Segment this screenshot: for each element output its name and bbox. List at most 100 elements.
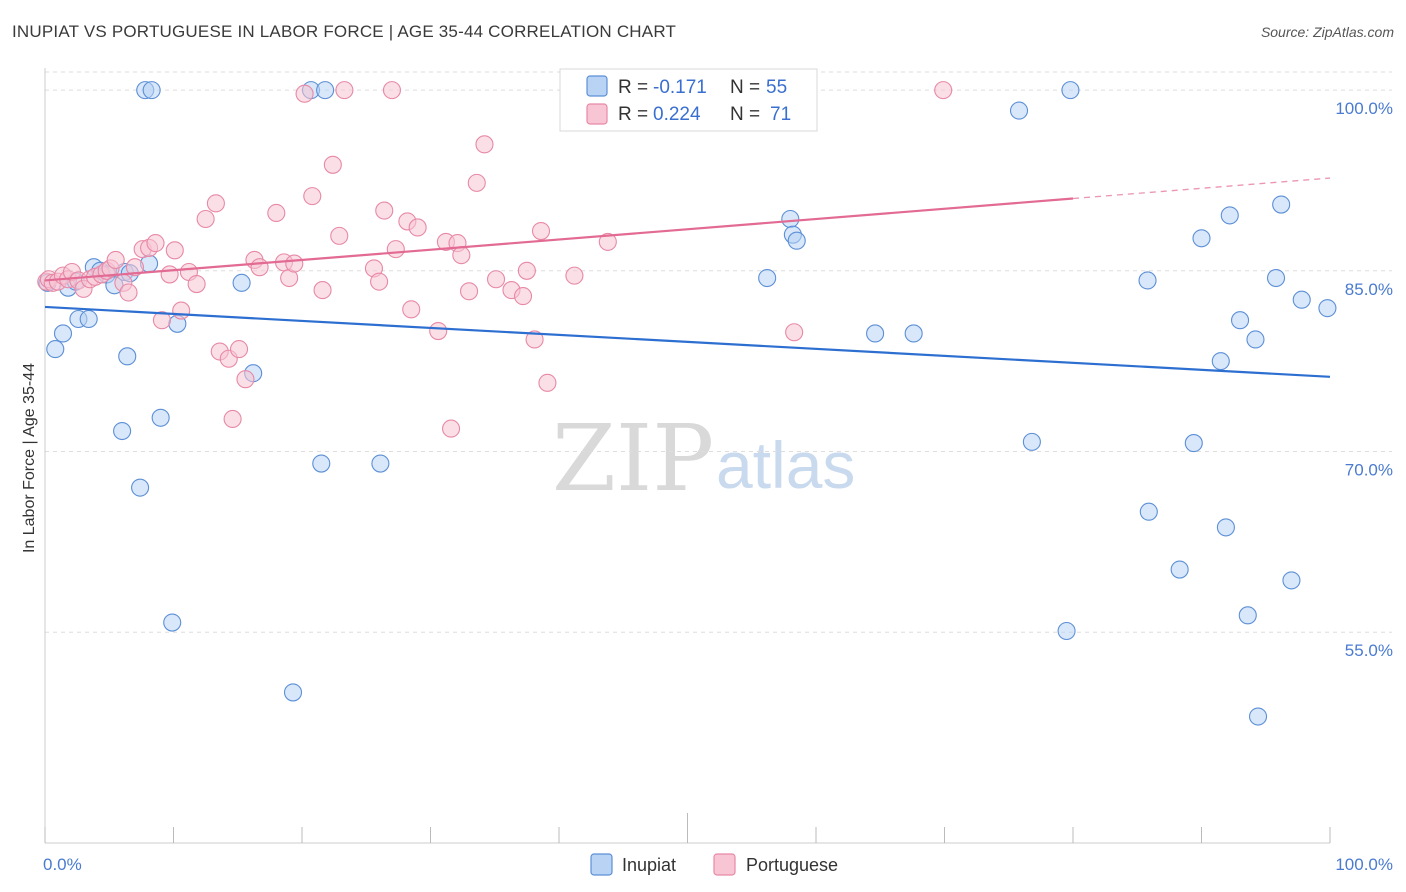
inupiat-point	[113, 421, 132, 441]
trend-layer	[44, 177, 1331, 378]
portuguese-point	[323, 155, 342, 174]
inupiat-point	[163, 613, 182, 632]
inupiat-point	[46, 340, 65, 359]
portuguese-point	[146, 234, 165, 253]
inupiat-point	[1138, 271, 1157, 290]
inupiat-point	[131, 478, 150, 497]
inupiat-point	[1318, 299, 1337, 318]
inupiat-point	[1248, 707, 1268, 726]
portuguese-n-value: 71	[770, 104, 791, 125]
y-tick-label: 55.0%	[1345, 641, 1393, 660]
portuguese-point	[386, 240, 405, 259]
portuguese-point	[370, 272, 389, 291]
point-layer	[37, 81, 1337, 726]
y-axis-title: In Labor Force | Age 35-44	[21, 363, 38, 553]
portuguese-point	[152, 311, 171, 330]
inupiat-point	[758, 268, 777, 288]
inupiat-n-label: N =	[730, 77, 760, 98]
y-tick-label: 70.0%	[1345, 461, 1393, 480]
portuguese-point	[402, 300, 421, 319]
inupiat-point	[1272, 195, 1291, 214]
inupiat-point	[1238, 606, 1257, 625]
inupiat-point	[316, 81, 335, 100]
inupiat-point	[1061, 81, 1080, 100]
portuguese-point	[172, 301, 191, 320]
inupiat-r-value: -0.171	[653, 77, 707, 98]
portuguese-point	[303, 187, 322, 206]
portuguese-point	[525, 330, 544, 349]
source-label: Source: ZipAtlas.com	[1260, 24, 1394, 40]
inupiat-point	[1292, 290, 1311, 309]
portuguese-r-label: R =	[618, 104, 648, 125]
inupiat-point	[1220, 206, 1239, 225]
portuguese-point	[486, 270, 506, 289]
portuguese-point	[223, 409, 242, 429]
portuguese-bottom-swatch	[713, 853, 736, 876]
series-legend: Inupiat Portuguese	[590, 853, 838, 876]
portuguese-point	[452, 246, 471, 265]
portuguese-point	[538, 373, 557, 392]
portuguese-bottom-label: Portuguese	[746, 855, 838, 875]
portuguese-point	[429, 321, 448, 341]
inupiat-point	[79, 309, 98, 329]
inupiat-point	[1216, 518, 1235, 537]
inupiat-point	[866, 324, 885, 343]
inupiat-point	[1009, 101, 1029, 120]
portuguese-point	[106, 250, 125, 270]
inupiat-point	[787, 231, 806, 250]
portuguese-point	[313, 281, 332, 300]
portuguese-point	[335, 81, 354, 100]
inupiat-point	[142, 81, 161, 100]
portuguese-point	[442, 419, 461, 438]
inupiat-point	[1184, 434, 1203, 453]
portuguese-legend-swatch	[586, 103, 608, 125]
inupiat-point	[151, 408, 170, 427]
inupiat-bottom-swatch	[590, 853, 613, 876]
portuguese-point	[513, 287, 533, 306]
portuguese-point	[229, 340, 249, 359]
inupiat-point	[1282, 571, 1301, 590]
inupiat-point	[904, 324, 923, 343]
inupiat-trend-line	[44, 305, 1331, 378]
axis-layer: 100.0% 85.0% 70.0% 55.0% 0.0% 100.0%	[43, 68, 1393, 874]
watermark-zip: ZIP	[552, 405, 714, 512]
stats-legend: R = -0.171 N = 55 R = 0.224 N = 71	[559, 68, 818, 132]
portuguese-n-label: N =	[730, 104, 760, 125]
inupiat-point	[1192, 229, 1211, 248]
watermark-atlas: atlas	[716, 428, 855, 502]
portuguese-point	[934, 81, 953, 100]
inupiat-r-label: R =	[618, 77, 648, 98]
portuguese-point	[598, 232, 617, 251]
inupiat-point	[1139, 502, 1158, 521]
inupiat-n-value: 55	[766, 77, 787, 98]
x-tick-label: 100.0%	[1335, 855, 1393, 874]
portuguese-point	[382, 81, 402, 100]
inupiat-point	[1170, 560, 1189, 579]
inupiat-point	[371, 454, 390, 473]
portuguese-point	[330, 226, 349, 245]
portuguese-point	[250, 258, 269, 277]
portuguese-point	[285, 254, 304, 273]
portuguese-point	[785, 323, 804, 342]
portuguese-point	[206, 194, 225, 213]
portuguese-point	[295, 84, 314, 103]
inupiat-point	[1211, 352, 1230, 371]
inupiat-point	[53, 324, 73, 343]
portuguese-r-value: 0.224	[653, 104, 701, 125]
portuguese-point	[160, 265, 179, 284]
portuguese-point	[375, 201, 394, 220]
portuguese-point	[267, 203, 286, 223]
portuguese-point	[236, 370, 255, 389]
portuguese-point	[565, 266, 584, 285]
portuguese-trend-line	[44, 197, 1074, 282]
portuguese-point	[187, 275, 206, 294]
inupiat-point	[1231, 311, 1250, 330]
inupiat-point	[118, 347, 137, 366]
y-tick-label: 85.0%	[1345, 280, 1393, 299]
inupiat-bottom-label: Inupiat	[622, 855, 676, 875]
y-tick-label: 100.0%	[1335, 99, 1393, 118]
portuguese-point	[517, 261, 536, 280]
inupiat-point	[1266, 268, 1286, 288]
inupiat-point	[283, 683, 303, 702]
portuguese-point	[196, 209, 215, 229]
